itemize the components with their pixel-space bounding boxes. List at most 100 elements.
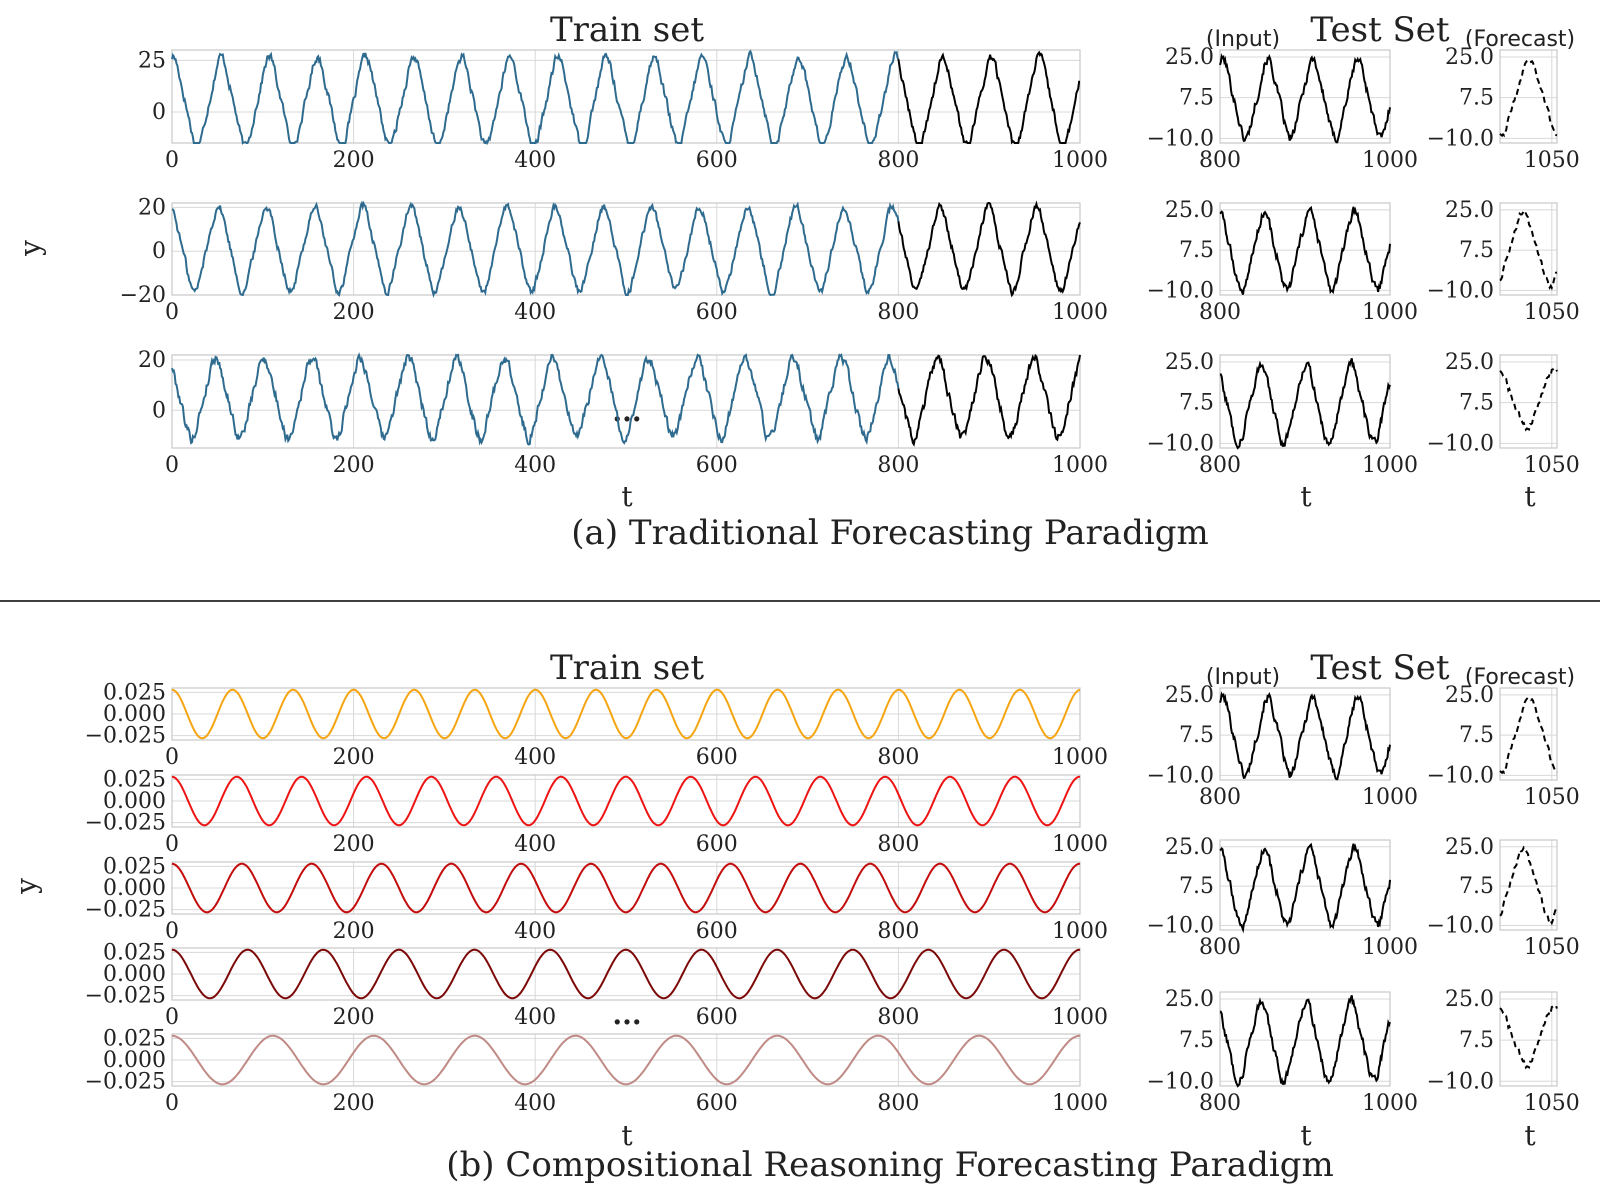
panel-a-input-1-y-tick-label: 25.0: [1165, 45, 1214, 70]
panel-b-input-2-x-tick-label: 1000: [1362, 935, 1418, 960]
panel-a-train-3-x-tick-label: 400: [514, 453, 556, 478]
panel-b-train-1-y-tick-label: −0.025: [85, 724, 166, 749]
panel-a-forecast-1-y-tick-label: 25.0: [1445, 45, 1494, 70]
panel-b-input-1-y-tick-label: 25.0: [1165, 683, 1214, 708]
panel-b-input-2-line: [1219, 842, 1391, 934]
panel-a-forecast-1-y-tick-label: −10.0: [1427, 126, 1494, 151]
panel-b-train-3-x-tick-label: 200: [333, 919, 375, 944]
panel-a-train-2-y-tick-label: 0: [152, 239, 166, 264]
panel-a-train-1-history-line: [171, 49, 900, 146]
panel-b-forecast-3-frame: [1499, 991, 1558, 1087]
panel-b-input-3-line: [1219, 995, 1391, 1088]
panel-a-input-3-y-tick-label: 25.0: [1165, 350, 1214, 375]
panel-a-input-1-line: [1219, 53, 1391, 144]
panel-b-train-xlabel: t: [621, 1119, 633, 1152]
panel-b-forecast-1-y-tick-label: 7.5: [1459, 723, 1494, 748]
panel-a-train-2-history-line: [171, 200, 900, 298]
panel-a-train-1-frame: [171, 49, 1081, 144]
panel-b-train-4-x-tick-label: 200: [333, 1005, 375, 1030]
panel-a-forecast-3-x-tick-label: 1050: [1524, 453, 1580, 478]
panel-b-train-2-x-tick-label: 1000: [1052, 832, 1108, 857]
panel-b-input-1-y-tick-label: 7.5: [1179, 723, 1214, 748]
panel-a-train-1-x-tick-label: 0: [165, 148, 179, 173]
panel-b-forecast-1-y-tick-label: 25.0: [1445, 683, 1494, 708]
panel-a-train-1-recent-line: [897, 50, 1081, 145]
panel-a-train-2-y-tick-label: 20: [138, 195, 166, 220]
panel-a-forecast-1-frame: [1499, 49, 1558, 144]
panel-b-train-2-x-tick-label: 600: [696, 832, 738, 857]
panel-a-train-3-x-tick-label: 800: [877, 453, 919, 478]
panel-b-train-4-y-tick-label: 0.025: [103, 940, 166, 965]
panel-b-train-4-y-tick-label: 0.000: [103, 962, 166, 987]
panel-b-train-4-x-tick-label: 0: [165, 1005, 179, 1030]
panel-b-train-1-x-tick-label: 800: [877, 745, 919, 770]
panel-a-train-2-y-tick-label: −20: [120, 283, 166, 308]
panel-b-forecast-1-frame: [1499, 687, 1558, 781]
panel-b-train-5-x-tick-label: 800: [877, 1091, 919, 1116]
panel-a-train-3-recent-line: [897, 353, 1081, 447]
panel-a-input-label: (Input): [1206, 27, 1280, 52]
panel-b-train-3-x-tick-label: 1000: [1052, 919, 1108, 944]
panel-b-input-label: (Input): [1206, 665, 1280, 690]
panel-b-forecast-3-y-tick-label: −10.0: [1427, 1069, 1494, 1094]
panel-b-train-1-x-tick-label: 1000: [1052, 745, 1108, 770]
panel-b-train-2-y-tick-label: 0.025: [103, 767, 166, 792]
panel-b-forecast-label: (Forecast): [1465, 665, 1575, 690]
panel-b-train-2-line: [171, 775, 1081, 827]
panel-b-input-3-y-tick-label: 25.0: [1165, 987, 1214, 1012]
panel-b-train-4-x-tick-label: 400: [514, 1005, 556, 1030]
panel-b-input-2-y-tick-label: 25.0: [1165, 835, 1214, 860]
panel-b-train-2-x-tick-label: 800: [877, 832, 919, 857]
panel-b-caption: (b) Compositional Reasoning Forecasting …: [446, 1145, 1334, 1185]
panel-a-ylabel: y: [14, 240, 47, 257]
panel-a-train-3-y-tick-label: 0: [152, 398, 166, 423]
panel-b-train-1-x-tick-label: 400: [514, 745, 556, 770]
panel-b-input-3-frame: [1219, 991, 1391, 1087]
panel-a-train-3-x-tick-label: 200: [333, 453, 375, 478]
panel-b-train-1-y-tick-label: 0.000: [103, 702, 166, 727]
panel-a-input-xlabel: t: [1300, 480, 1312, 513]
panel-b-train-5-x-tick-label: 400: [514, 1091, 556, 1116]
panel-a-forecast-2-x-tick-label: 1050: [1524, 300, 1580, 325]
panel-b-forecast-1-line: [1499, 696, 1558, 775]
panel-a-train-2-recent-line: [897, 200, 1081, 298]
panel-a-input-2-y-tick-label: −10.0: [1147, 278, 1214, 303]
panel-a-input-3-frame: [1219, 354, 1391, 449]
panel-a-forecast-3-y-tick-label: −10.0: [1427, 431, 1494, 456]
panel-a-forecast-2-y-tick-label: 25.0: [1445, 198, 1494, 223]
panel-b-train-3-x-tick-label: 600: [696, 919, 738, 944]
panel-a-train-1-y-tick-label: 25: [138, 48, 166, 73]
panel-b-train-4-x-tick-label: 600: [696, 1005, 738, 1030]
panel-b-input-1-x-tick-label: 1000: [1362, 785, 1418, 810]
panel-b-input-3-y-tick-label: −10.0: [1147, 1069, 1214, 1094]
panel-b-train-5-x-tick-label: 1000: [1052, 1091, 1108, 1116]
panel-a-input-2-x-tick-label: 800: [1199, 300, 1241, 325]
panel-a-train-1-x-tick-label: 200: [333, 148, 375, 173]
panel-a-input-1-y-tick-label: −10.0: [1147, 126, 1214, 151]
panel-b-train-1-y-tick-label: 0.025: [103, 680, 166, 705]
panel-a-forecast-1-y-tick-label: 7.5: [1459, 86, 1494, 111]
panel-b-input-2-x-tick-label: 800: [1199, 935, 1241, 960]
panel-b-train-3-y-tick-label: 0.025: [103, 854, 166, 879]
panel-a-train-3-x-tick-label: 1000: [1052, 453, 1108, 478]
panel-b-train-3-frame: [171, 861, 1081, 915]
panel-a-forecast-1-x-tick-label: 1050: [1524, 148, 1580, 173]
panel-a-forecast-1-line: [1499, 58, 1558, 138]
panel-a-input-2-x-tick-label: 1000: [1362, 300, 1418, 325]
panel-a-train-1-x-tick-label: 1000: [1052, 148, 1108, 173]
panel-b-train-1-line: [171, 688, 1081, 740]
panel-a-forecast-3-line: [1499, 367, 1558, 432]
panel-b-train-1-x-tick-label: 200: [333, 745, 375, 770]
panel-b-train-1-frame: [171, 687, 1081, 741]
panel-b-ellipsis: ...: [612, 998, 641, 1031]
panel-a-input-1-y-tick-label: 7.5: [1179, 86, 1214, 111]
panel-a-forecast-label: (Forecast): [1465, 27, 1575, 52]
panel-b-input-xlabel: t: [1300, 1119, 1312, 1152]
panel-b-test-title: Test Set: [1310, 648, 1449, 688]
panel-b-forecast-3-line: [1499, 1004, 1558, 1070]
panel-b-train-5-x-tick-label: 0: [165, 1091, 179, 1116]
panel-b-input-1-line: [1219, 691, 1391, 781]
panel-a-train-1-y-tick-label: 0: [152, 100, 166, 125]
panel-a-forecast-2-y-tick-label: −10.0: [1427, 278, 1494, 303]
